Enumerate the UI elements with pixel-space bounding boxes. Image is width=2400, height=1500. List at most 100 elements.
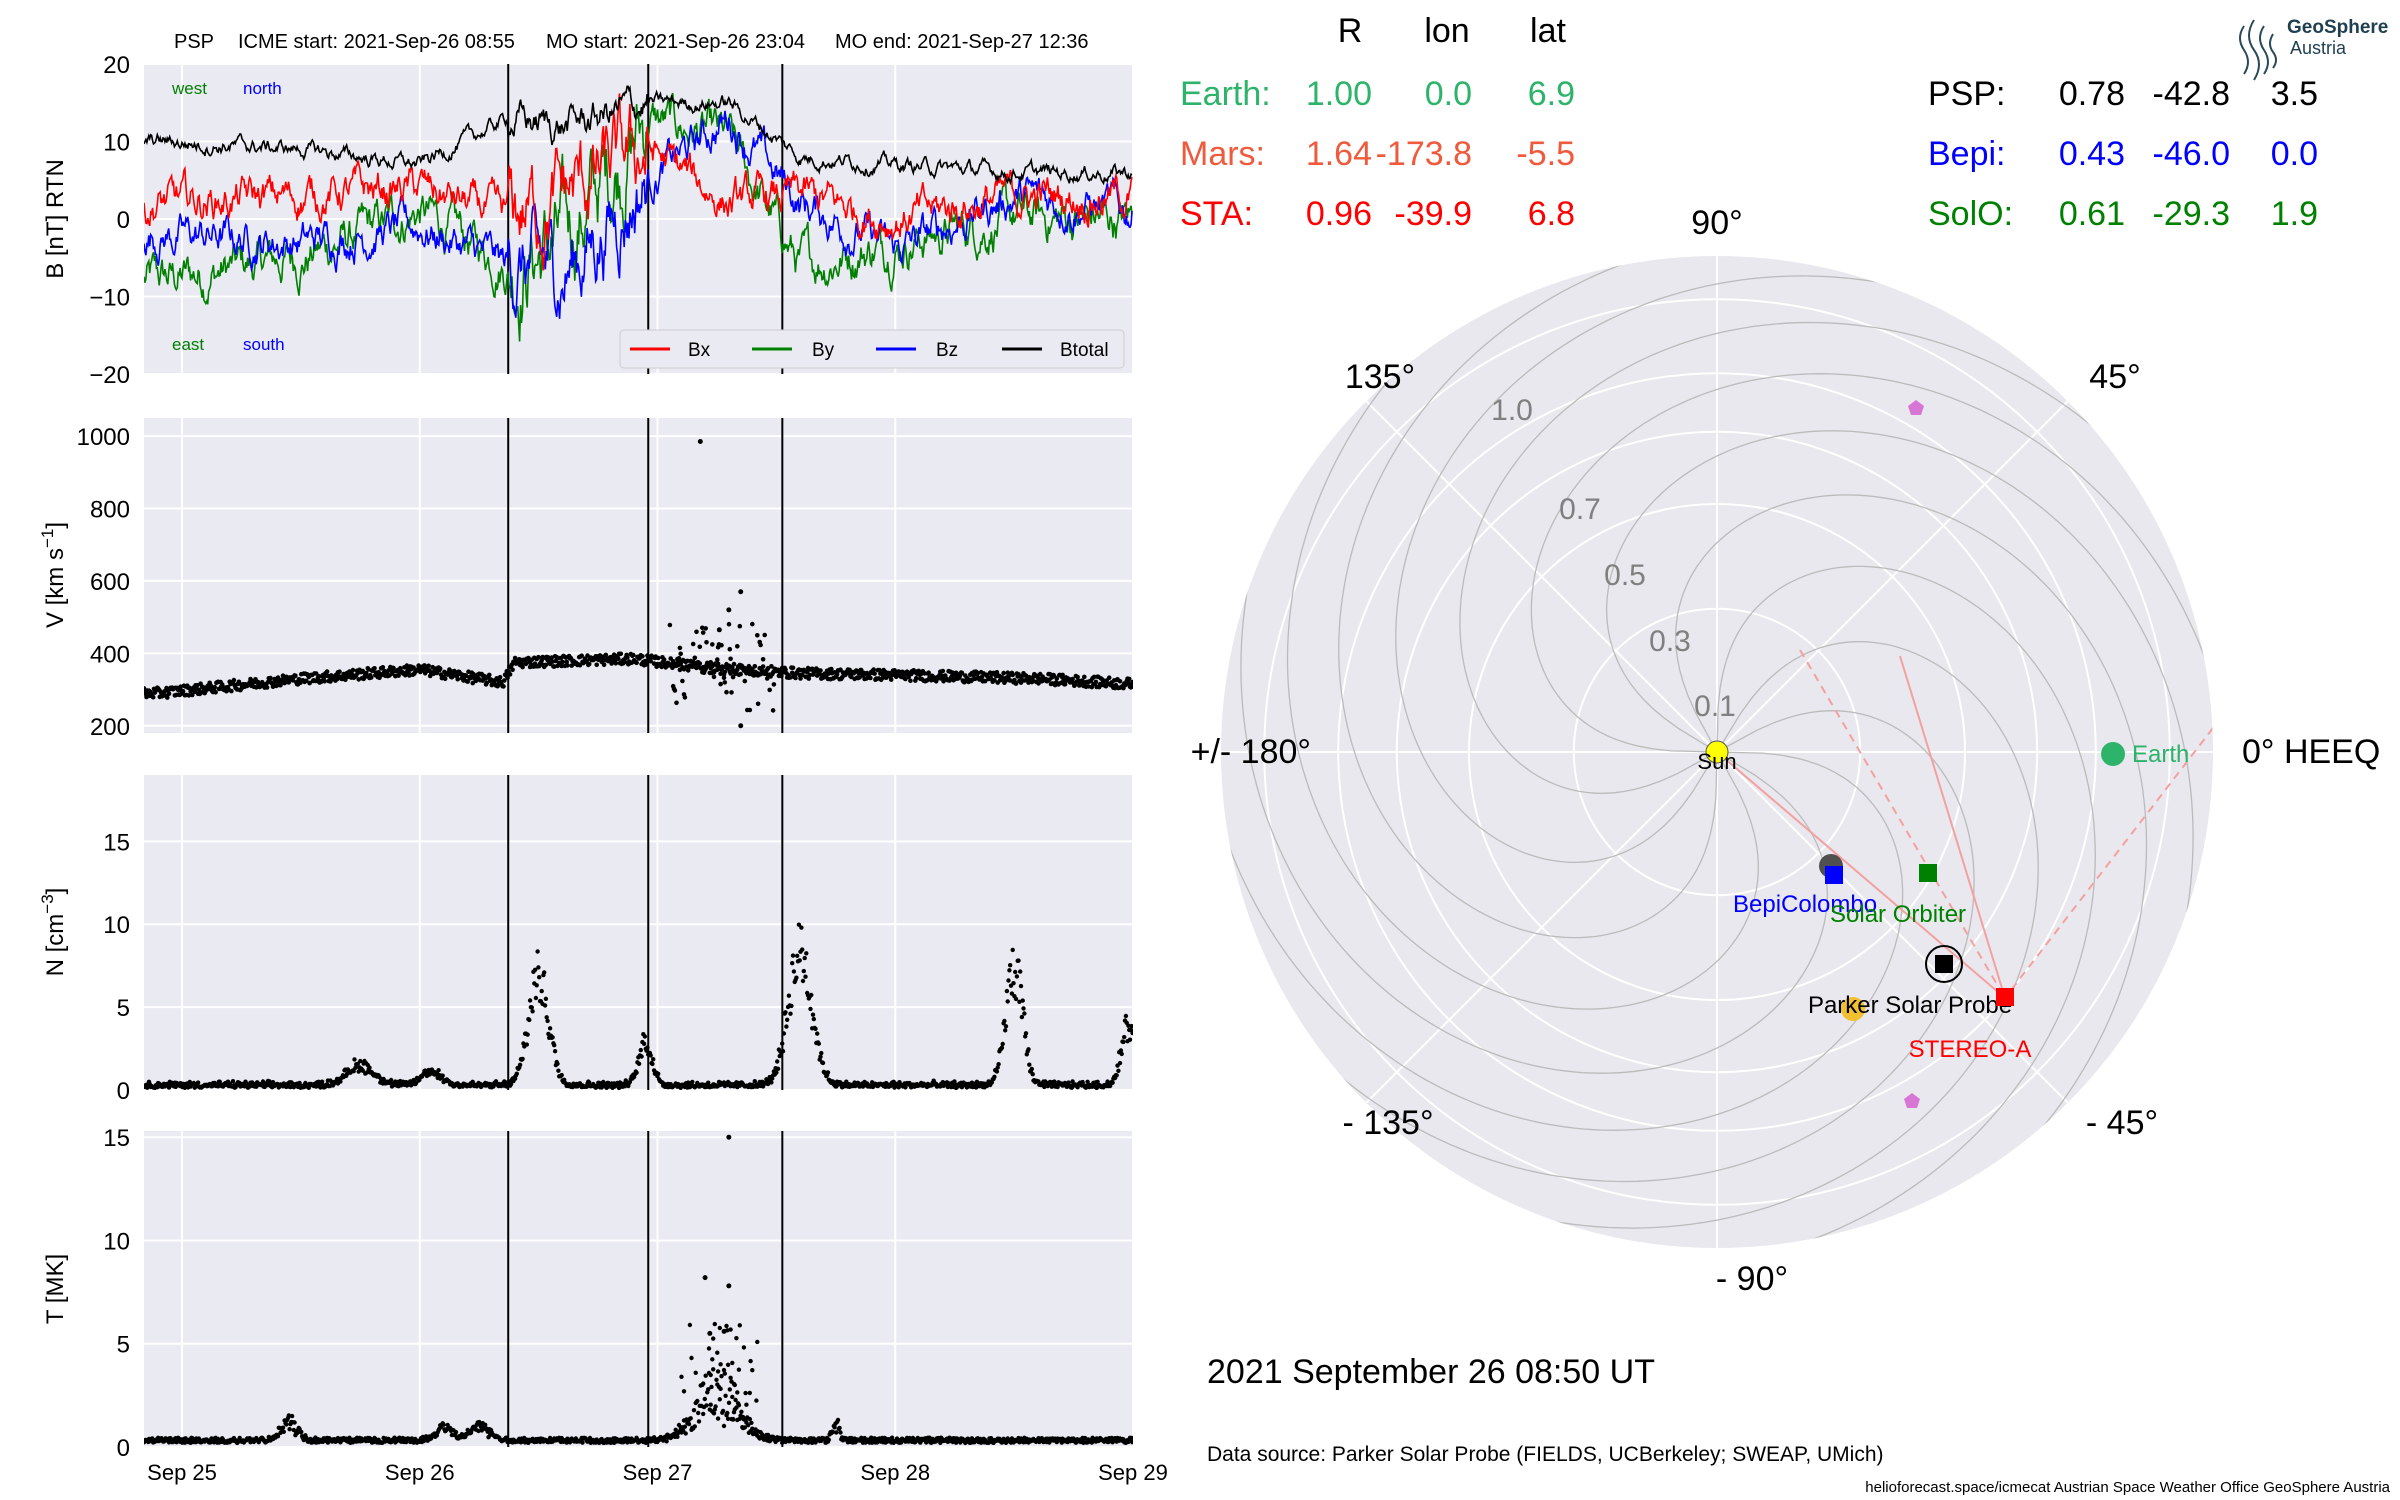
- data-point: [769, 664, 774, 669]
- data-point: [771, 682, 777, 687]
- spiral-line-3: [1707, 565, 2096, 1248]
- data-point: [586, 661, 592, 667]
- data-point: [979, 674, 985, 680]
- data-point: [869, 1440, 875, 1445]
- credit-line: helioforecast.space/icmecat Austrian Spa…: [1865, 1479, 2390, 1496]
- data-point: [166, 691, 172, 697]
- data-point: [748, 1358, 753, 1364]
- data-point: [514, 1071, 519, 1076]
- data-point: [774, 1070, 779, 1075]
- data-point: [959, 670, 965, 676]
- data-point: [556, 1068, 561, 1073]
- data-point: [754, 1398, 759, 1403]
- data-point: [710, 642, 715, 647]
- data-point: [325, 1440, 331, 1445]
- data-point: [806, 1440, 811, 1445]
- series-bx-line: [144, 93, 1133, 271]
- data-point: [788, 1011, 793, 1016]
- data-point: [728, 1327, 733, 1332]
- data-point: [636, 1061, 642, 1067]
- data-point: [736, 1403, 742, 1408]
- data-point: [816, 1041, 821, 1046]
- data-point: [609, 661, 614, 666]
- data-point: [639, 1054, 644, 1059]
- data-point: [770, 708, 776, 713]
- data-point: [847, 667, 852, 673]
- data-point: [542, 1003, 548, 1008]
- data-point: [368, 675, 374, 680]
- data-point: [830, 1429, 836, 1435]
- data-point: [145, 1085, 150, 1090]
- geosphere-logo: GeoSphere Austria: [2239, 17, 2388, 81]
- angle-label-180: +/- 180°: [1191, 733, 1311, 771]
- ytick-label-2: 600: [90, 569, 130, 596]
- data-point: [982, 678, 988, 684]
- data-point: [1117, 679, 1123, 684]
- ytick-label-3: 0: [117, 1078, 130, 1105]
- data-point: [625, 655, 630, 660]
- data-point: [1091, 674, 1097, 680]
- data-point: [447, 667, 452, 672]
- data-point: [555, 1061, 560, 1067]
- row-r: 0.96: [1306, 195, 1372, 233]
- data-point: [275, 1434, 281, 1439]
- data-point: [689, 1355, 694, 1361]
- data-point: [730, 1394, 735, 1400]
- header-spacecraft: PSP: [174, 31, 214, 53]
- polar-plot: 90° 45° 0° HEEQ - 45° - 90° - 135° +/- 1…: [1191, 204, 2381, 1298]
- data-point: [777, 1053, 782, 1059]
- xtick-label-3: Sep 28: [860, 1460, 930, 1485]
- earth-label: Earth: [2132, 741, 2189, 768]
- annotation-west: west: [171, 79, 207, 98]
- data-point: [1121, 1039, 1126, 1045]
- data-point: [790, 961, 795, 966]
- data-point: [803, 974, 808, 979]
- ytick-label-1: 10: [103, 1228, 130, 1255]
- spiral-line-8: [1395, 275, 1983, 864]
- data-point: [505, 675, 510, 681]
- data-point: [690, 641, 696, 647]
- data-point: [1020, 998, 1025, 1003]
- data-point: [388, 1077, 394, 1083]
- data-point: [755, 633, 760, 638]
- data-point: [584, 658, 589, 664]
- ytick-label-0: 20: [103, 52, 130, 79]
- data-point: [280, 1425, 286, 1430]
- data-point: [871, 667, 876, 672]
- data-point: [180, 688, 186, 694]
- data-point: [455, 676, 461, 682]
- data-point: [1082, 1435, 1088, 1441]
- data-point: [618, 651, 624, 657]
- data-point: [913, 675, 919, 681]
- row-lon: -42.8: [2153, 75, 2231, 113]
- data-point: [440, 1073, 445, 1078]
- data-point: [802, 955, 807, 961]
- row-lat: 3.5: [2271, 75, 2318, 113]
- data-point: [264, 1083, 270, 1088]
- panel-density: 15 10 5 0 N [cm−3]: [38, 775, 1134, 1105]
- polar-spoke-45: [1716, 400, 2069, 753]
- data-point: [690, 1079, 695, 1085]
- data-point: [350, 667, 356, 673]
- data-point: [559, 663, 564, 669]
- row-lat: 6.8: [1528, 195, 1575, 233]
- data-point: [559, 1072, 564, 1078]
- data-point-outlier: [721, 1328, 727, 1334]
- data-point: [722, 669, 728, 675]
- data-point: [324, 669, 330, 674]
- data-point: [651, 1057, 656, 1062]
- data-point: [1129, 683, 1133, 688]
- parker-spirals: [1221, 256, 2213, 1248]
- data-point: [726, 621, 732, 627]
- data-point: [711, 674, 717, 680]
- data-point: [999, 1045, 1005, 1050]
- data-point: [752, 664, 758, 669]
- data-point-outlier: [697, 439, 703, 445]
- spiral-line-6: [1530, 373, 2213, 762]
- data-point: [1052, 1079, 1057, 1084]
- ylabel-v-end: ]: [42, 522, 69, 529]
- panel-b-traces: [144, 64, 1133, 374]
- data-point: [723, 1393, 728, 1399]
- data-point: [735, 644, 740, 649]
- data-point: [725, 1362, 731, 1368]
